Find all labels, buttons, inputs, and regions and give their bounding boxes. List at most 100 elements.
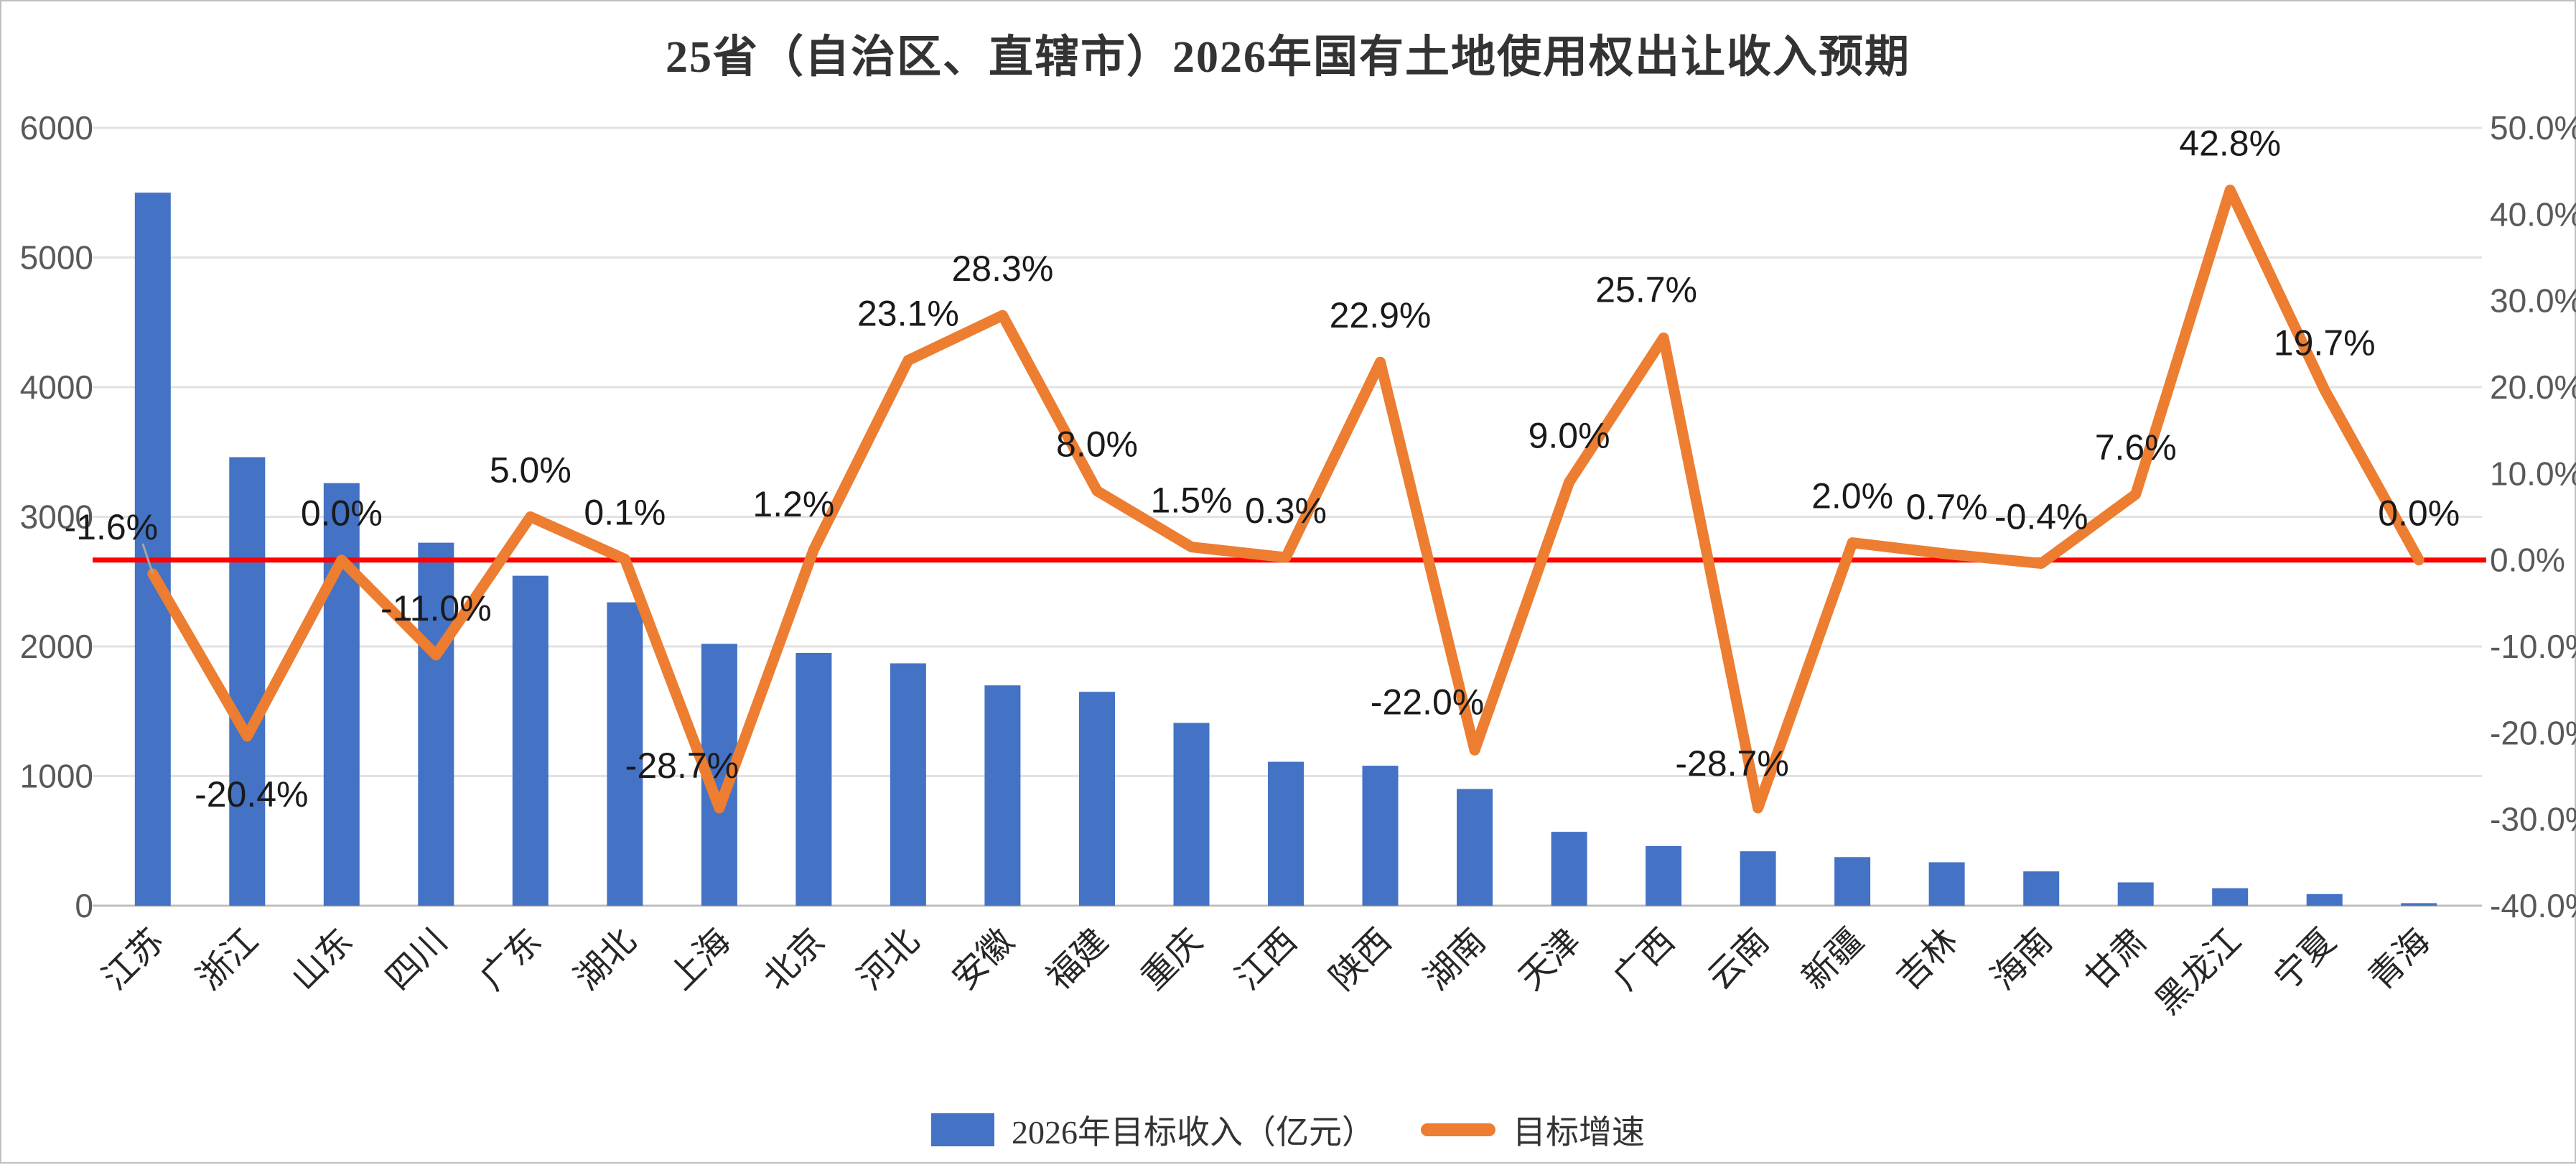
x-axis-category-label: 青海 [2362,922,2437,997]
data-label: 0.3% [1245,491,1327,531]
legend-item-bar-series: 2026年目标收入（亿元） [931,1106,1375,1154]
bar [1268,761,1304,906]
right-axis-tick: -40.0% [2490,887,2576,924]
bar [2117,882,2154,906]
bar [890,663,926,906]
bar [229,457,266,906]
bar [1551,832,1587,906]
right-axis-tick: 30.0% [2490,282,2576,320]
bar [1457,789,1493,906]
legend-line-label: 目标增速 [1513,1114,1645,1151]
label-leader-line [141,543,154,575]
right-axis-tick: -20.0% [2490,714,2576,751]
left-axis-tick: 0 [75,887,93,924]
x-axis-category-label: 上海 [662,922,737,997]
x-axis-category-label: 广西 [1607,922,1682,997]
bar [418,542,454,906]
x-axis-category-label: 湖北 [568,922,643,997]
bar [1362,766,1399,906]
data-label: 42.8% [2179,124,2281,164]
bar [795,653,832,906]
right-axis-tick: -30.0% [2490,801,2576,838]
x-axis-category-label: 安徽 [946,922,1021,997]
x-axis-category-label: 重庆 [1134,922,1210,997]
x-axis-category-label: 河北 [851,922,926,997]
data-label: -0.4% [1994,497,2089,537]
x-axis-category-label: 天津 [1512,922,1587,997]
data-label: 19.7% [2274,323,2376,363]
right-axis-tick: 10.0% [2490,455,2576,492]
data-label: -11.0% [381,588,492,628]
x-axis-category-label: 浙江 [190,922,266,997]
legend-item-line-series: 目标增速 [1421,1106,1645,1154]
bar [2306,894,2343,906]
bar [1740,851,1776,906]
data-label: 1.2% [752,484,834,524]
chart-legend: 2026年目标收入（亿元） 目标增速 [1,1106,2575,1154]
right-axis-tick: 0.0% [2490,542,2565,579]
x-axis-category-label: 北京 [757,922,832,997]
x-axis-category-label: 陕西 [1323,922,1399,997]
bar [2212,888,2249,906]
bar [2023,871,2060,906]
x-axis-category-label: 湖南 [1417,922,1493,997]
right-axis-tick: 50.0% [2490,109,2576,147]
x-axis-category-label: 四川 [379,922,454,997]
data-label: 28.3% [952,249,1054,289]
left-axis-tick: 3000 [20,498,93,536]
data-label: 0.7% [1906,487,1988,527]
data-label: 1.5% [1151,481,1233,521]
data-label: 23.1% [857,294,959,334]
x-axis-category-label: 新疆 [1796,922,1871,997]
data-label: -22.0% [1371,682,1484,722]
x-axis-category-label: 广东 [473,922,549,997]
bar [512,575,549,906]
bar [1079,692,1115,906]
x-axis-category-label: 山东 [284,922,360,997]
left-axis-tick: 4000 [20,368,93,406]
data-label: 5.0% [490,450,571,491]
x-axis-category-label: 甘肃 [2078,922,2154,997]
left-axis-tick: 6000 [20,109,93,147]
right-axis-tick: 40.0% [2490,195,2576,233]
chart-title: 25省（自治区、直辖市）2026年国有土地使用权出让收入预期 [665,33,1910,82]
data-label: 9.0% [1529,415,1610,455]
bar [1173,723,1210,906]
bar [1928,862,1965,906]
left-axis-tick: 5000 [20,239,93,277]
data-label: 0.0% [2378,493,2460,534]
right-axis-tick: 20.0% [2490,368,2576,406]
bar-series-swatch-icon [931,1113,994,1146]
bar [984,685,1021,906]
bar [323,483,360,906]
line-series-swatch-icon [1421,1123,1495,1136]
x-axis-category-label: 吉林 [1890,922,1965,997]
bar [1834,857,1871,906]
data-label: 7.6% [2095,427,2177,468]
data-label: -20.4% [195,774,308,814]
x-axis-category-label: 江西 [1228,922,1304,997]
data-label: 0.0% [301,493,383,534]
bar [134,192,171,906]
data-label: 22.9% [1330,295,1432,335]
legend-bar-label: 2026年目标收入（亿元） [1012,1114,1375,1151]
bar [1646,846,1682,906]
data-label: -28.7% [1675,743,1788,784]
data-label: 0.1% [584,493,666,533]
bar [2401,903,2437,906]
x-axis-category-label: 黑龙江 [2149,922,2249,1021]
bar [607,602,643,906]
x-axis-category-label: 云南 [1701,922,1776,997]
left-axis-tick: 2000 [20,628,93,665]
data-label: 8.0% [1056,424,1138,464]
data-label: 25.7% [1595,269,1697,310]
growth-line [147,185,2425,814]
data-label: -28.7% [625,746,739,786]
x-axis-category-label: 福建 [1040,922,1115,997]
data-label: 2.0% [1811,476,1893,516]
x-axis-category-label: 宁夏 [2267,922,2343,997]
right-axis-tick: -10.0% [2490,628,2576,665]
left-axis-tick: 1000 [20,758,93,795]
